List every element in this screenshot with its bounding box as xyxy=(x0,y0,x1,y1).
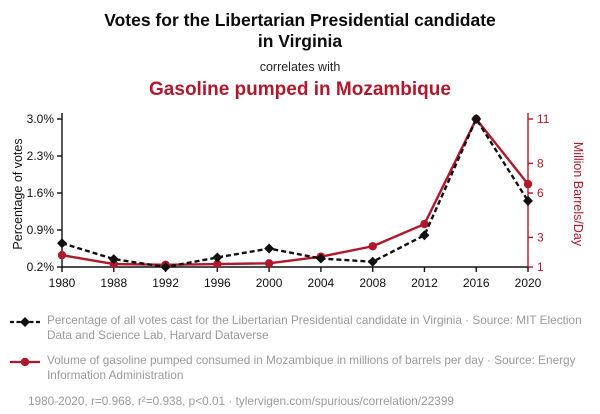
x-axis-tick-label: 1996 xyxy=(204,276,231,290)
gasoline-data-point xyxy=(368,241,377,251)
votes-data-point xyxy=(367,256,378,267)
right-axis-tick-label: 1 xyxy=(537,260,544,274)
votes-data-point xyxy=(212,252,223,263)
x-axis-tick-label: 2000 xyxy=(256,276,283,290)
chart: 0.2% 0.9% 1.6% 2.3% 3.0% 1 3 6 8 11 1980 1988 1992 19… xyxy=(0,107,600,299)
right-axis-title: Million Barrels/Day xyxy=(571,141,585,246)
votes-data-point xyxy=(523,195,533,206)
gasoline-data-point xyxy=(523,179,533,189)
votes-data-point xyxy=(471,113,482,124)
votes-data-point xyxy=(315,253,326,264)
left-axis-tick-label: 2.3% xyxy=(27,149,55,163)
x-axis-tick-label: 2016 xyxy=(463,276,490,290)
gasoline-data-point xyxy=(420,219,429,228)
left-axis-tick-label: 3.0% xyxy=(27,112,55,126)
votes-data-point xyxy=(264,243,275,254)
x-axis-tick-label: 2008 xyxy=(359,276,386,290)
dashed-line-diamond-icon xyxy=(10,313,40,344)
left-axis-tick-label: 0.2% xyxy=(27,260,55,274)
right-axis-tick-label: 6 xyxy=(537,186,544,200)
gasoline-data-point xyxy=(57,250,67,260)
gasoline-data-point xyxy=(264,258,274,268)
gasoline-series-line xyxy=(61,116,529,266)
x-axis-tick-label: 2012 xyxy=(411,276,438,290)
x-axis-tick-label: 1980 xyxy=(49,276,76,290)
x-axis-tick-label: 1992 xyxy=(152,276,179,290)
legend: Percentage of all votes cast for the Lib… xyxy=(0,313,600,384)
right-axis-tick-label: 3 xyxy=(537,230,544,244)
chart-plot: 0.2% 0.9% 1.6% 2.3% 3.0% 1 3 6 8 11 1980 1988 1992 19… xyxy=(27,112,550,290)
votes-data-point xyxy=(160,261,171,272)
left-axis-tick-label: 0.9% xyxy=(27,223,55,237)
gasoline-data-point xyxy=(213,259,222,268)
right-axis-tick-label: 8 xyxy=(537,156,544,170)
votes-data-point xyxy=(57,237,67,248)
footer-stats: 1980-2020, r=0.968, r²=0.938, p<0.01 · t… xyxy=(28,393,454,408)
solid-line-circle-icon xyxy=(10,353,40,384)
legend-item-gasoline: Volume of gasoline pumped consumed in Mo… xyxy=(10,353,600,384)
x-axis-tick-label: 1988 xyxy=(100,276,127,290)
left-axis-title: Percentage of votes xyxy=(11,138,25,250)
legend-item-votes: Percentage of all votes cast for the Lib… xyxy=(10,313,600,344)
x-axis-tick-label: 2004 xyxy=(308,276,335,290)
legend-label-gasoline: Volume of gasoline pumped consumed in Mo… xyxy=(47,352,576,383)
chart-title: Votes for the Libertarian Presidential c… xyxy=(104,10,496,52)
votes-series-line xyxy=(61,116,530,268)
correlates-with-label: correlates with xyxy=(259,59,341,74)
votes-data-point xyxy=(419,229,430,240)
chart-subtitle: Gasoline pumped in Mozambique xyxy=(149,78,451,100)
legend-label-votes: Percentage of all votes cast for the Lib… xyxy=(47,312,582,343)
right-axis-tick-label: 11 xyxy=(537,112,550,126)
x-axis-tick-label: 2020 xyxy=(515,276,542,290)
left-axis-tick-label: 1.6% xyxy=(27,186,55,200)
